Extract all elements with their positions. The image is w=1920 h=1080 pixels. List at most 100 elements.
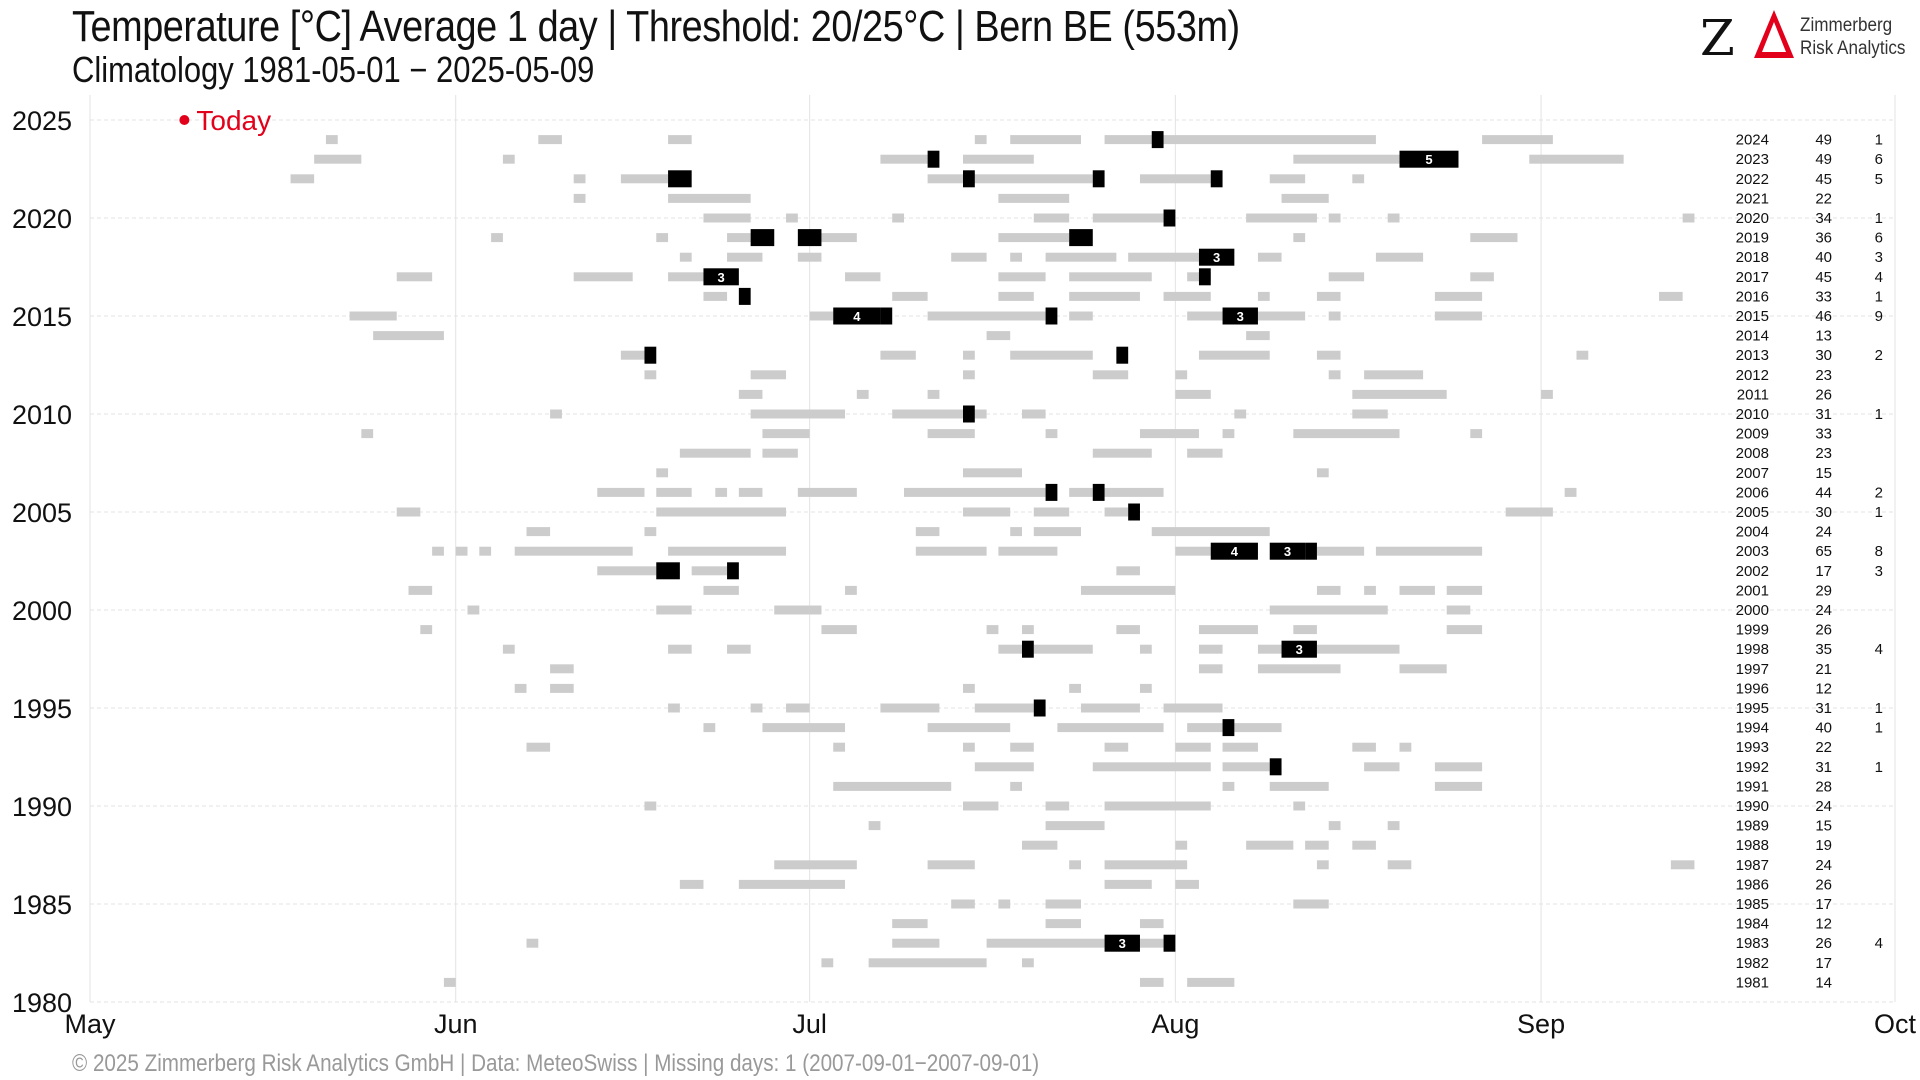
- low-threshold-bar: [1045, 899, 1081, 909]
- low-threshold-bar: [502, 154, 515, 164]
- today-dot: [179, 115, 190, 125]
- low-threshold-bar: [1257, 664, 1341, 674]
- high-threshold-bar: [1305, 542, 1317, 560]
- high-threshold-bar: [1021, 640, 1034, 658]
- low-threshold-bar: [715, 487, 728, 497]
- low-threshold-bar: [951, 252, 987, 262]
- y-tick-label: 2025: [12, 106, 72, 136]
- low-threshold-bar: [1092, 448, 1152, 458]
- low-threshold-bar: [1246, 213, 1317, 223]
- low-threshold-bar: [1069, 860, 1081, 870]
- low-threshold-bar: [892, 291, 928, 301]
- high-threshold-bar: [727, 562, 739, 580]
- low-threshold-bar: [927, 860, 975, 870]
- row-year-label: 1995: [1736, 700, 1769, 717]
- low-threshold-bar: [432, 546, 444, 556]
- low-threshold-bar: [974, 135, 987, 145]
- low-threshold-bar: [1470, 272, 1494, 282]
- low-threshold-bar: [668, 546, 787, 556]
- chart-title: Temperature [°C] Average 1 day | Thresho…: [72, 2, 1240, 51]
- low-threshold-bar: [656, 507, 787, 517]
- row-low-days: 30: [1815, 347, 1832, 364]
- row-year-label: 2007: [1736, 465, 1769, 482]
- low-threshold-bar: [1069, 272, 1152, 282]
- row-year-label: 2008: [1736, 445, 1769, 462]
- low-threshold-bar: [703, 723, 716, 733]
- low-threshold-bar: [845, 272, 881, 282]
- low-threshold-bar: [1328, 213, 1341, 223]
- bar-count-label: 4: [853, 309, 861, 324]
- low-threshold-bar: [880, 154, 928, 164]
- low-threshold-bar: [1234, 723, 1282, 733]
- row-year-label: 2004: [1736, 524, 1769, 541]
- chart-grid: [89, 95, 1896, 1003]
- row-low-days: 34: [1815, 210, 1832, 227]
- low-threshold-bar: [514, 683, 527, 693]
- row-low-days: 23: [1815, 367, 1832, 384]
- low-threshold-bar: [892, 938, 940, 948]
- low-threshold-bar: [1175, 546, 1211, 556]
- low-threshold-bar: [1045, 252, 1117, 262]
- row-low-days: 15: [1815, 818, 1832, 835]
- low-threshold-bar: [1045, 821, 1105, 831]
- low-threshold-bar: [1269, 174, 1306, 184]
- y-tick-label: 2020: [12, 204, 72, 234]
- low-threshold-bar: [1399, 742, 1412, 752]
- low-threshold-bar: [1139, 683, 1152, 693]
- high-threshold-bar: [1210, 170, 1223, 188]
- row-year-label: 2002: [1736, 563, 1769, 580]
- low-threshold-bar: [1446, 605, 1471, 615]
- low-threshold-bar: [915, 546, 987, 556]
- low-threshold-bar: [1010, 781, 1022, 791]
- bar-count-label: 4: [1231, 544, 1239, 559]
- low-threshold-bar: [1139, 644, 1152, 654]
- low-threshold-bar: [1187, 723, 1223, 733]
- low-threshold-bar: [1080, 585, 1176, 595]
- row-high-days: 4: [1875, 935, 1883, 952]
- high-threshold-bar: [963, 405, 975, 423]
- low-threshold-bar: [1104, 801, 1211, 811]
- row-high-days: 4: [1875, 269, 1883, 286]
- low-threshold-bar: [998, 233, 1070, 243]
- row-year-label: 2017: [1736, 269, 1769, 286]
- low-threshold-bar: [1010, 527, 1022, 537]
- row-year-label: 1984: [1736, 916, 1769, 933]
- row-year-label: 1990: [1736, 798, 1769, 815]
- low-threshold-bar: [1222, 762, 1270, 772]
- low-threshold-bar: [750, 409, 846, 419]
- row-high-days: 6: [1875, 151, 1883, 168]
- high-threshold-bar: [703, 268, 739, 286]
- low-threshold-bar: [550, 683, 574, 693]
- high-threshold-bar: [1269, 758, 1282, 776]
- low-threshold-bar: [1541, 389, 1553, 399]
- row-year-label: 2013: [1736, 347, 1769, 364]
- low-threshold-bar: [963, 370, 975, 380]
- row-low-days: 13: [1815, 328, 1832, 345]
- low-threshold-bar: [1069, 683, 1081, 693]
- low-threshold-bar: [668, 644, 692, 654]
- low-threshold-bar: [1328, 272, 1365, 282]
- low-threshold-bar: [868, 958, 987, 968]
- low-threshold-bar: [1682, 213, 1695, 223]
- low-threshold-bar: [1387, 860, 1412, 870]
- row-low-days: 17: [1815, 896, 1832, 913]
- low-threshold-bar: [927, 723, 1011, 733]
- low-threshold-bar: [1021, 625, 1034, 635]
- row-year-label: 2016: [1736, 288, 1769, 305]
- low-threshold-bar: [1316, 644, 1400, 654]
- logo-delta-icon: [1754, 10, 1794, 58]
- row-year-label: 1988: [1736, 837, 1769, 854]
- low-threshold-bar: [1316, 350, 1341, 360]
- row-high-days: 3: [1875, 249, 1883, 266]
- low-threshold-bar: [963, 683, 975, 693]
- row-year-label: 2005: [1736, 504, 1769, 521]
- low-threshold-bar: [892, 919, 928, 929]
- low-threshold-bar: [1175, 370, 1188, 380]
- high-threshold-bar: [1092, 170, 1105, 188]
- low-threshold-bar: [1116, 566, 1140, 576]
- low-threshold-bar: [1482, 135, 1553, 145]
- row-low-days: 14: [1815, 974, 1832, 991]
- high-threshold-bar: [1399, 150, 1459, 168]
- low-threshold-bar: [809, 311, 834, 321]
